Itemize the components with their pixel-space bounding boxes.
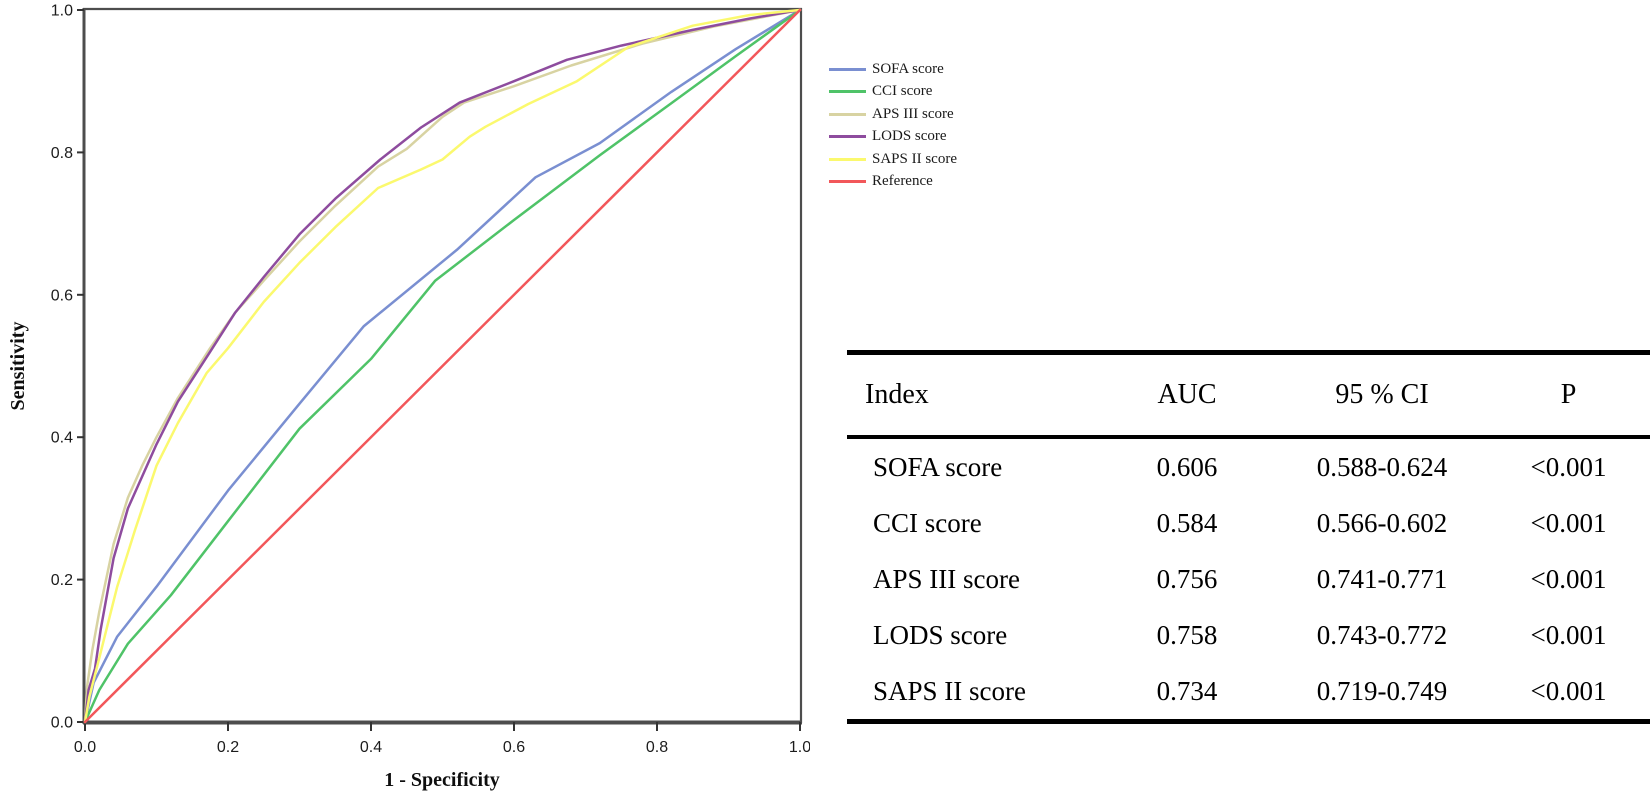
x-tick-label: 0.6 [503, 739, 525, 756]
x-tick-label: 0.4 [360, 739, 382, 756]
table-top-rule [847, 350, 1650, 355]
y-tick-label: 0.8 [51, 145, 73, 162]
legend: SOFA score CCI score APS III score LODS sco… [829, 58, 957, 193]
table-cell: LODS score [873, 619, 1008, 650]
x-axis-title: 1 - Specificity [384, 769, 500, 791]
legend-line-swatch [829, 135, 866, 139]
table-cell: 0.566-0.602 [1316, 507, 1448, 538]
auc-table: Index AUC 95 % CI P SOFA score 0.606 0.588-0.… [847, 350, 1650, 724]
x-tick-label: 0.0 [74, 739, 96, 756]
legend-item: SAPS II score [829, 148, 957, 171]
x-tick-label: 0.8 [646, 739, 668, 756]
table-cell: 0.758 [1156, 619, 1218, 650]
table-cell: <0.001 [1530, 675, 1607, 706]
legend-line-swatch [829, 180, 866, 184]
table-cell: <0.001 [1530, 507, 1607, 538]
table-cell: 0.734 [1156, 675, 1218, 706]
legend-line-swatch [829, 112, 866, 116]
table-cell: 95 % CI [1335, 379, 1429, 410]
legend-line-swatch [829, 90, 866, 94]
legend-label: LODS score [872, 128, 947, 145]
legend-line-swatch [829, 157, 866, 161]
roc-curve-aps-iii-score [83, 8, 802, 724]
roc-curves [83, 8, 802, 724]
table-cell: AUC [1157, 379, 1217, 410]
table-cell: CCI score [873, 507, 982, 538]
table-bottom-rule [847, 719, 1650, 724]
table-cell: 0.741-0.771 [1316, 563, 1448, 594]
x-tick-label: 1.0 [789, 739, 810, 756]
table-cell: <0.001 [1530, 619, 1607, 650]
legend-item: SOFA score [829, 58, 957, 81]
table-header: Index AUC 95 % CI P [847, 355, 1650, 435]
table-cell: SAPS II score [873, 675, 1026, 706]
roc-curve-lods-score [83, 8, 802, 724]
roc-curve-saps-ii-score [83, 8, 802, 724]
table-header-rule [847, 435, 1650, 439]
roc-curve-sofa-score [83, 8, 802, 724]
table-row: SAPS II score 0.734 0.719-0.749 <0.001 [847, 663, 1650, 719]
y-tick-label: 1.0 [51, 3, 73, 20]
table-header-row: Index AUC 95 % CI P [847, 355, 1650, 435]
legend-label: APS III score [872, 105, 954, 122]
table-cell: 0.584 [1156, 507, 1218, 538]
y-tick-label: 0.6 [51, 287, 73, 304]
table-cell: 0.588-0.624 [1316, 451, 1448, 482]
legend-label: SAPS II score [872, 150, 957, 167]
table-row: SOFA score 0.606 0.588-0.624 <0.001 [847, 439, 1650, 495]
legend-item: Reference [829, 171, 957, 194]
table-row: CCI score 0.584 0.566-0.602 <0.001 [847, 495, 1650, 551]
roc-curve-reference [83, 8, 802, 724]
roc-chart-svg: Sensitivity 1 - Specificity 0.0 0.2 0.4 0.6… [7, 3, 810, 792]
legend-item: CCI score [829, 81, 957, 104]
legend-line-swatch [829, 67, 866, 71]
y-tick-label: 0.2 [51, 572, 73, 589]
plot-frame [82, 7, 803, 725]
legend-label: CCI score [872, 83, 933, 100]
y-tick-label: 0.4 [51, 430, 73, 447]
table-cell: <0.001 [1530, 563, 1607, 594]
axis-ticks: 0.0 0.2 0.4 0.6 0.8 1.0 0.0 0.2 0.4 0.6 0.8 1.0 [51, 3, 810, 757]
table-cell: SOFA score [873, 451, 1003, 482]
table-cell: Index [865, 379, 929, 410]
table-cell: 0.743-0.772 [1316, 619, 1448, 650]
table-cell: <0.001 [1530, 451, 1607, 482]
legend-label: Reference [872, 173, 933, 190]
table-body: SOFA score 0.606 0.588-0.624 <0.001 CCI scor… [847, 439, 1650, 719]
x-tick-label: 0.2 [217, 739, 239, 756]
table-row: LODS score 0.758 0.743-0.772 <0.001 [847, 607, 1650, 663]
table-cell: 0.719-0.749 [1316, 675, 1448, 706]
table-row: APS III score 0.756 0.741-0.771 <0.001 [847, 551, 1650, 607]
y-tick-label: 0.0 [51, 715, 73, 732]
table-cell: APS III score [873, 563, 1020, 594]
table-cell: P [1560, 379, 1577, 410]
y-axis-title: Sensitivity [7, 322, 29, 411]
legend-item: APS III score [829, 103, 957, 126]
legend-item: LODS score [829, 126, 957, 149]
roc-curve-cci-score [83, 8, 802, 724]
table-cell: 0.606 [1156, 451, 1218, 482]
table-cell: 0.756 [1156, 563, 1218, 594]
legend-label: SOFA score [872, 60, 944, 77]
